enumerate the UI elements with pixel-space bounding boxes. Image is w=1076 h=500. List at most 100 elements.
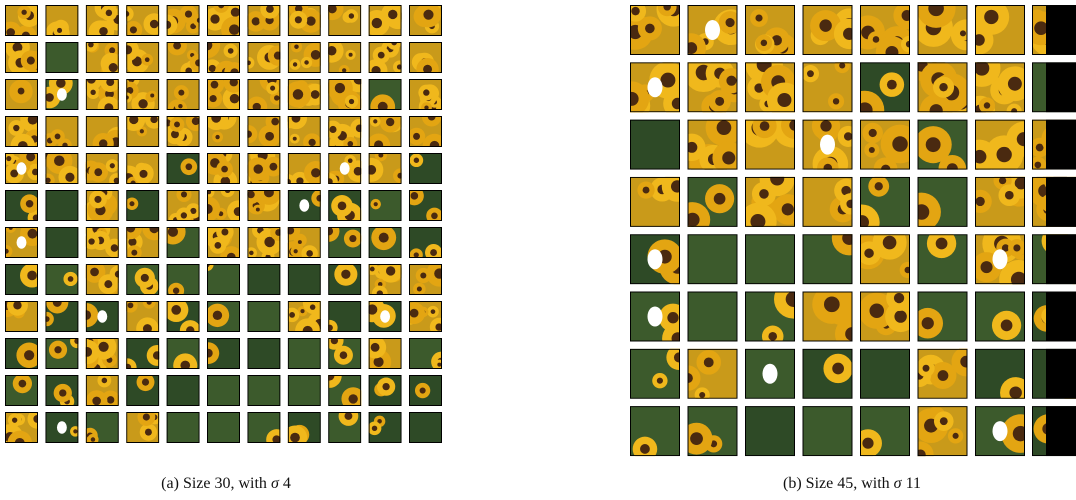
patch	[119, 338, 168, 376]
flower-center	[174, 122, 180, 128]
patch	[675, 177, 738, 238]
patch	[803, 349, 853, 399]
flower-center	[344, 412, 352, 420]
flower-center	[807, 70, 814, 77]
flower-center	[1005, 191, 1014, 200]
flower-center	[726, 76, 736, 86]
flower-center	[90, 90, 95, 95]
flower-center	[229, 24, 240, 35]
flower-center	[94, 196, 101, 203]
flower-center	[141, 274, 149, 282]
flower-center	[862, 438, 873, 449]
patch	[84, 38, 125, 81]
black-fill	[1046, 349, 1076, 399]
flower-center	[869, 147, 875, 153]
patch-bg	[247, 301, 280, 332]
highlight	[57, 88, 67, 100]
flower-center	[131, 250, 137, 256]
flower-center	[210, 14, 219, 23]
patch	[409, 153, 442, 184]
flower-center	[386, 118, 394, 126]
flower-center	[953, 433, 959, 439]
flower-center	[99, 342, 109, 352]
patch	[324, 116, 369, 153]
patch	[975, 406, 1040, 456]
patch	[5, 35, 50, 78]
flower-center	[168, 227, 178, 237]
flower-center	[894, 310, 906, 322]
flower-center	[265, 132, 274, 141]
flower-center	[999, 177, 1006, 184]
flower-center	[349, 53, 353, 57]
flower-center	[211, 81, 219, 89]
flower-center	[274, 95, 279, 100]
patch	[803, 112, 859, 182]
flower-center	[6, 156, 11, 161]
patch	[409, 375, 442, 406]
patch	[1024, 0, 1076, 56]
flower-center	[13, 301, 21, 309]
patch	[245, 143, 284, 192]
flower-center	[54, 346, 61, 353]
flower-center	[327, 325, 333, 331]
flower-center	[341, 270, 350, 279]
black-fill	[1046, 5, 1076, 55]
flower-center	[19, 380, 27, 388]
flower-center	[309, 139, 316, 146]
flower-center	[138, 99, 147, 108]
patch-bg	[247, 375, 280, 406]
flower-center	[371, 66, 380, 75]
patch	[164, 298, 201, 341]
flower-center	[936, 238, 948, 250]
flower-center	[88, 238, 94, 244]
flower-center	[54, 156, 65, 167]
flower-center	[153, 351, 161, 359]
flower-center	[349, 99, 354, 104]
flower-center	[674, 352, 684, 362]
flower-center	[266, 5, 274, 13]
patch	[803, 406, 853, 456]
patch	[288, 190, 328, 221]
patch	[84, 216, 124, 258]
flower-center	[887, 80, 897, 90]
patch	[1028, 161, 1076, 227]
patch	[630, 292, 694, 355]
flower-center	[348, 158, 353, 163]
flower-center	[905, 267, 912, 274]
flower-center	[293, 62, 297, 66]
patch	[5, 190, 45, 226]
patch	[740, 108, 812, 170]
patch	[802, 58, 853, 112]
patch	[907, 406, 967, 468]
flower-center	[145, 57, 150, 62]
figure	[0, 0, 1076, 470]
patch	[207, 412, 240, 443]
flower-center	[667, 312, 678, 323]
flower-center	[760, 121, 770, 131]
patch	[369, 190, 402, 221]
flower-center	[230, 94, 239, 103]
patch	[243, 42, 289, 73]
flower-center	[761, 40, 768, 47]
flower-center	[939, 83, 947, 91]
flower-center	[124, 364, 131, 371]
flower-center	[311, 50, 321, 60]
patch	[321, 0, 361, 36]
patch-bg	[630, 120, 680, 170]
patch	[320, 39, 361, 76]
flower-center	[204, 349, 213, 358]
patch	[630, 406, 680, 461]
flower-center	[417, 286, 422, 291]
patch	[247, 264, 280, 295]
flower-center	[342, 68, 346, 72]
flower-center	[349, 235, 356, 242]
flower-center	[717, 120, 732, 135]
patch	[126, 373, 159, 406]
flower-center	[423, 10, 433, 20]
flower-center	[292, 114, 301, 123]
flower-center	[65, 173, 74, 182]
flower-center	[672, 332, 685, 345]
flower-center	[846, 200, 855, 209]
flower-center	[181, 191, 187, 197]
caption-text: Size 45, with	[806, 475, 890, 492]
